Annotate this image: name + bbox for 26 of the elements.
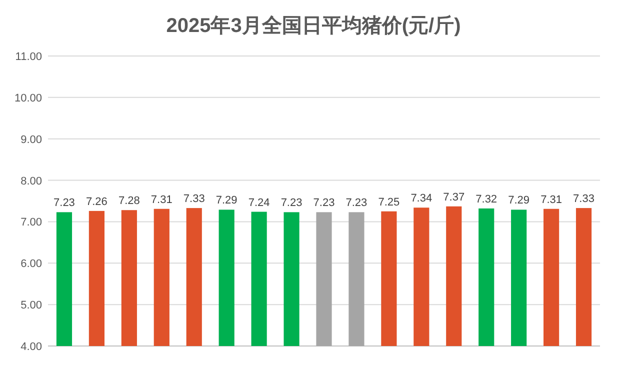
data-label: 7.33 bbox=[573, 193, 594, 206]
data-label: 7.33 bbox=[183, 193, 205, 206]
data-label: 7.25 bbox=[378, 196, 400, 208]
y-tick-label: 7.00 bbox=[20, 216, 42, 229]
data-label: 7.23 bbox=[280, 197, 302, 210]
data-label: 7.31 bbox=[150, 194, 172, 206]
y-tick-label: 5.00 bbox=[20, 300, 42, 312]
data-label: 7.29 bbox=[508, 194, 530, 207]
y-tick-label: 6.00 bbox=[20, 258, 42, 270]
data-label: 7.23 bbox=[54, 197, 75, 210]
data-label: 7.28 bbox=[118, 195, 140, 208]
data-label: 7.24 bbox=[248, 196, 270, 209]
y-tick-label: 11.00 bbox=[15, 51, 42, 63]
data-label: 7.34 bbox=[410, 192, 432, 205]
data-label: 7.32 bbox=[476, 193, 498, 206]
chart-title: 2025年3月全国日平均猪价(元/斤) bbox=[166, 14, 461, 37]
data-label: 7.37 bbox=[443, 191, 465, 204]
y-tick-label: 4.00 bbox=[20, 341, 42, 353]
y-tick-label: 8.00 bbox=[20, 175, 42, 188]
data-label: 7.31 bbox=[540, 194, 562, 206]
data-label: 7.23 bbox=[346, 197, 368, 210]
y-tick-label: 10.00 bbox=[14, 92, 42, 104]
data-label: 7.23 bbox=[313, 197, 335, 210]
y-tick-label: 9.00 bbox=[20, 134, 42, 146]
data-label: 7.26 bbox=[86, 196, 108, 208]
data-label: 7.29 bbox=[216, 194, 238, 207]
